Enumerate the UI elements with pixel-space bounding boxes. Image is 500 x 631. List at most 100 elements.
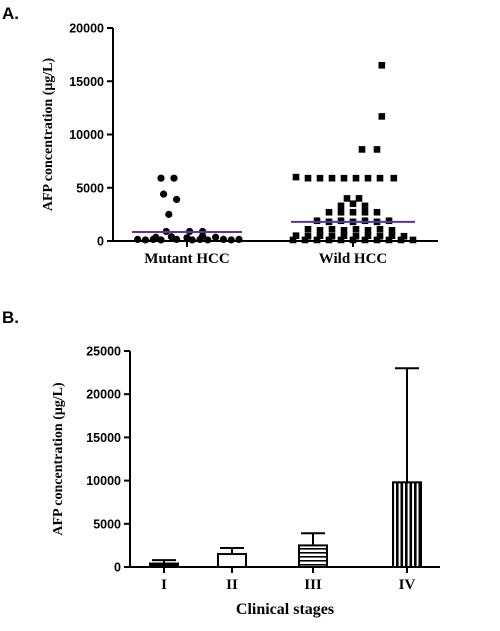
scatter-chart-afp-by-mutation: 0 5000 10000 15000 20000 Mutant HCC Wild HCC AF… xyxy=(41,22,438,267)
data-point xyxy=(378,113,386,120)
data-point xyxy=(134,235,142,244)
data-point xyxy=(364,174,372,182)
data-point xyxy=(219,235,227,244)
x-category-label: Wild HCC xyxy=(319,251,388,267)
data-point xyxy=(349,200,357,208)
data-point xyxy=(340,232,348,239)
data-point xyxy=(292,232,300,239)
data-point xyxy=(325,208,333,216)
data-point xyxy=(316,227,324,234)
data-point xyxy=(204,236,212,244)
data-point xyxy=(373,146,381,153)
panel-label-a: A. xyxy=(2,4,19,23)
data-point xyxy=(376,225,384,233)
data-point xyxy=(289,236,297,244)
data-point xyxy=(340,174,348,182)
data-point xyxy=(337,202,345,210)
data-point xyxy=(173,235,181,244)
data-point xyxy=(157,236,165,244)
x-category-label: III xyxy=(304,577,322,593)
y-tick-label: 25000 xyxy=(86,345,121,359)
panel-label-b: B. xyxy=(2,308,19,327)
bar xyxy=(217,553,247,568)
data-point xyxy=(373,208,381,216)
data-point xyxy=(373,236,381,244)
data-point xyxy=(355,195,363,202)
data-point xyxy=(349,236,357,244)
data-point xyxy=(364,227,372,234)
data-point xyxy=(304,225,312,233)
data-point xyxy=(376,174,384,182)
data-point xyxy=(188,236,196,244)
y-axis-title: AFP concentration (μg/L) xyxy=(51,382,66,536)
y-tick-label: 20000 xyxy=(86,388,121,402)
data-point xyxy=(328,174,336,182)
data-point xyxy=(227,236,235,244)
data-point xyxy=(376,232,384,240)
data-point xyxy=(160,190,168,198)
x-category-label: II xyxy=(226,577,238,593)
y-axis-title: AFP concentration (μg/L) xyxy=(41,57,56,211)
data-point xyxy=(400,232,408,240)
data-point xyxy=(364,232,372,239)
data-point xyxy=(149,235,157,244)
y-tick-label: 0 xyxy=(97,235,104,249)
data-point xyxy=(304,174,312,182)
data-point xyxy=(385,236,393,244)
data-point xyxy=(325,236,333,244)
bar xyxy=(298,544,328,569)
data-point xyxy=(397,236,405,244)
data-point xyxy=(378,61,386,69)
y-tick-label: 10000 xyxy=(69,128,104,142)
data-point xyxy=(343,195,351,202)
data-point xyxy=(385,217,393,225)
data-point xyxy=(361,217,369,225)
data-point xyxy=(328,232,336,240)
data-point xyxy=(352,232,360,240)
data-point xyxy=(337,217,345,225)
x-category-label: IV xyxy=(399,577,416,593)
data-point xyxy=(141,236,149,244)
data-point xyxy=(390,174,398,182)
data-point xyxy=(352,225,360,233)
y-tick-label: 20000 xyxy=(69,22,104,36)
y-tick-label: 5000 xyxy=(93,517,121,531)
data-point xyxy=(165,210,173,218)
data-point xyxy=(313,236,321,244)
data-point xyxy=(361,202,369,210)
data-point xyxy=(352,174,360,182)
data-point xyxy=(328,225,336,233)
x-axis-title: Clinical stages xyxy=(236,601,334,618)
data-point xyxy=(212,233,220,241)
x-category-label: I xyxy=(161,577,167,593)
data-point xyxy=(292,173,300,181)
data-point xyxy=(196,235,204,244)
bar xyxy=(392,481,422,568)
data-point xyxy=(157,174,165,182)
data-point xyxy=(316,174,324,182)
x-category-label: Mutant HCC xyxy=(144,251,229,267)
y-tick-label: 0 xyxy=(114,561,121,575)
data-point xyxy=(388,232,396,239)
data-point xyxy=(301,236,309,244)
data-point xyxy=(316,232,324,239)
data-point xyxy=(361,208,369,216)
data-point xyxy=(340,227,348,234)
data-point xyxy=(409,236,417,244)
data-point xyxy=(337,236,345,244)
data-point xyxy=(173,195,181,204)
y-tick-label: 15000 xyxy=(86,431,121,445)
bar xyxy=(149,562,179,569)
y-tick-label: 5000 xyxy=(76,181,104,195)
data-point xyxy=(313,217,321,225)
data-point xyxy=(337,208,345,216)
y-tick-label: 10000 xyxy=(86,474,121,488)
data-point xyxy=(304,232,312,240)
y-tick-label: 15000 xyxy=(69,75,104,89)
data-point xyxy=(349,208,357,216)
data-point xyxy=(170,174,178,182)
data-point xyxy=(388,227,396,234)
data-point xyxy=(361,236,369,244)
